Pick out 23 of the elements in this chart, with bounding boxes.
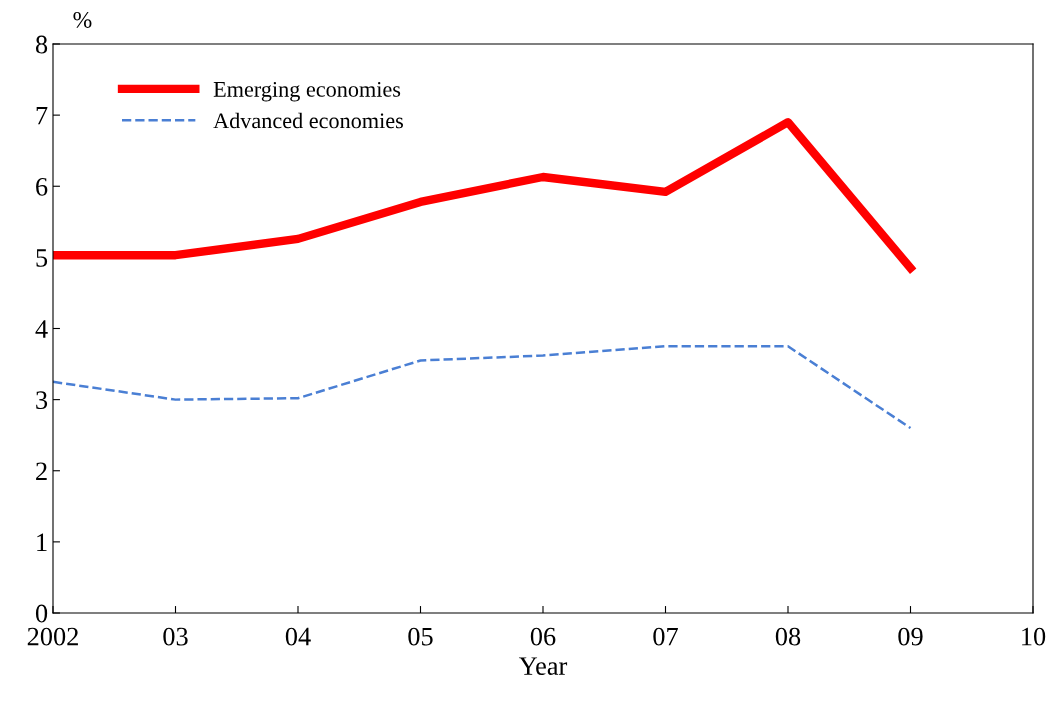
y-tick-label: 0 <box>35 604 48 623</box>
x-tick-label: 03 <box>163 627 188 646</box>
legend-label: Emerging economies <box>213 81 401 102</box>
y-tick-label: 8 <box>35 35 48 54</box>
y-tick-label: 3 <box>36 391 48 410</box>
x-tick-label: 06 <box>530 627 556 646</box>
x-tick-label: 04 <box>285 627 311 646</box>
x-tick-label: 05 <box>408 627 433 646</box>
legend-label: Advanced economies <box>213 112 403 129</box>
y-axis-title: % <box>73 11 92 28</box>
x-tick-label: 07 <box>653 627 678 646</box>
y-tick-label: 2 <box>36 462 47 480</box>
x-axis-title: Year <box>518 657 568 675</box>
line-series <box>53 345 912 430</box>
x-tick-label: 10 <box>1022 627 1046 646</box>
y-tick-label: 7 <box>36 107 48 125</box>
y-tick-label: 6 <box>36 177 48 196</box>
y-tick-label: 1 <box>37 533 47 552</box>
x-tick-label: 2002 <box>27 627 78 646</box>
x-tick-label: 08 <box>775 627 801 646</box>
x-tick-label: 09 <box>898 627 923 646</box>
y-tick-label: 4 <box>35 320 48 338</box>
y-tick-label: 5 <box>36 249 48 267</box>
